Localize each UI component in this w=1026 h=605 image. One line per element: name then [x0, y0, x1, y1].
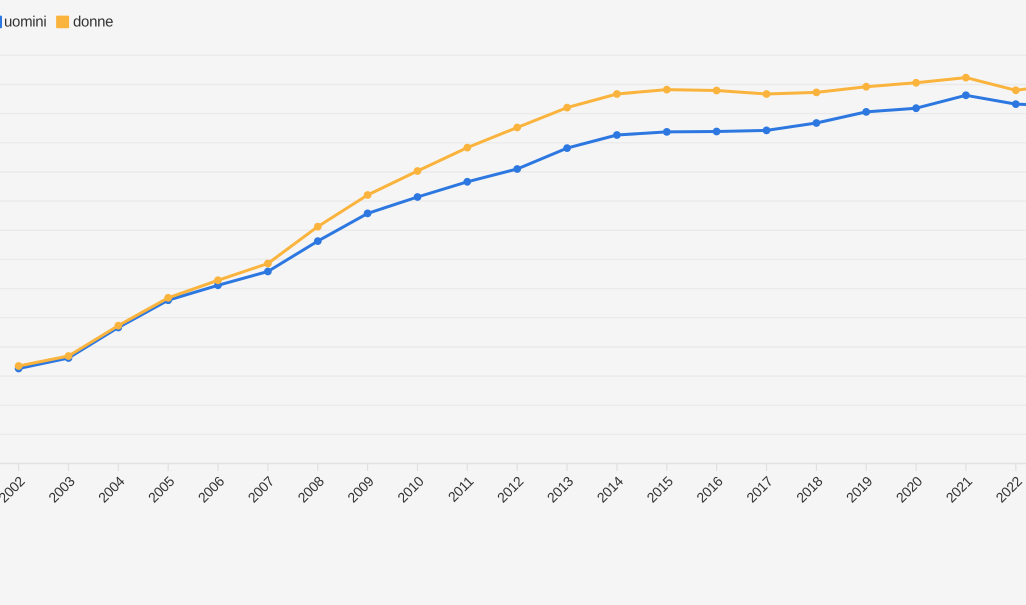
svg-text:2014: 2014 [594, 473, 627, 506]
svg-text:2016: 2016 [693, 473, 726, 506]
svg-text:2009: 2009 [344, 473, 377, 506]
svg-text:2011: 2011 [445, 473, 477, 505]
svg-text:2013: 2013 [544, 473, 577, 506]
svg-text:2022: 2022 [992, 473, 1025, 506]
svg-text:2020: 2020 [893, 473, 926, 506]
svg-text:2002: 2002 [0, 473, 28, 506]
svg-text:2003: 2003 [45, 473, 78, 506]
svg-text:2004: 2004 [95, 473, 128, 506]
svg-text:2008: 2008 [294, 473, 327, 506]
svg-text:2010: 2010 [394, 473, 427, 506]
svg-text:2012: 2012 [494, 473, 527, 506]
svg-text:2017: 2017 [743, 473, 776, 506]
svg-text:2007: 2007 [245, 473, 278, 506]
svg-text:donne: donne [73, 14, 113, 31]
svg-text:2005: 2005 [145, 473, 178, 506]
svg-text:uomini: uomini [4, 14, 46, 31]
svg-text:2018: 2018 [793, 473, 826, 506]
svg-text:2021: 2021 [943, 473, 976, 506]
svg-text:2006: 2006 [195, 473, 228, 506]
svg-text:2015: 2015 [643, 473, 676, 506]
svg-text:2019: 2019 [843, 473, 876, 506]
